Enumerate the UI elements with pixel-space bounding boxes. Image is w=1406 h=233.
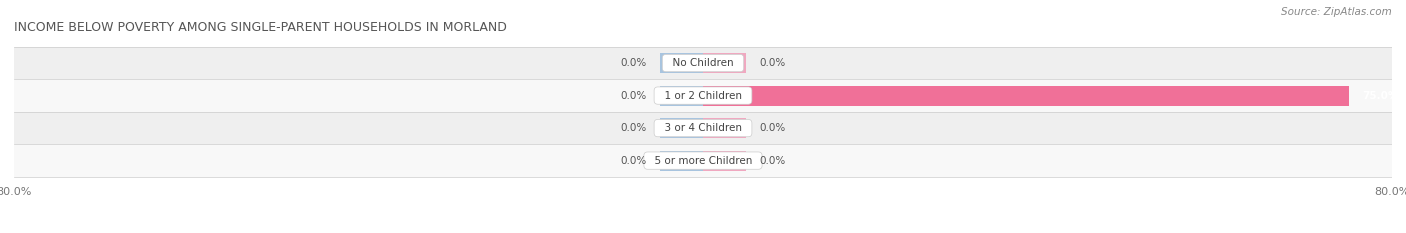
Text: 5 or more Children: 5 or more Children bbox=[648, 156, 758, 166]
Text: 0.0%: 0.0% bbox=[621, 58, 647, 68]
Text: No Children: No Children bbox=[666, 58, 740, 68]
Bar bbox=[659, 86, 703, 106]
Bar bbox=[659, 151, 703, 171]
Text: INCOME BELOW POVERTY AMONG SINGLE-PARENT HOUSEHOLDS IN MORLAND: INCOME BELOW POVERTY AMONG SINGLE-PARENT… bbox=[14, 21, 508, 34]
Bar bbox=[659, 53, 703, 73]
Bar bbox=[703, 151, 747, 171]
Text: 0.0%: 0.0% bbox=[621, 156, 647, 166]
Text: 0.0%: 0.0% bbox=[759, 123, 785, 133]
Bar bbox=[659, 118, 703, 138]
Bar bbox=[703, 86, 1348, 106]
Text: 0.0%: 0.0% bbox=[759, 156, 785, 166]
Text: 0.0%: 0.0% bbox=[621, 123, 647, 133]
Text: 1 or 2 Children: 1 or 2 Children bbox=[658, 91, 748, 101]
Text: 75.0%: 75.0% bbox=[1362, 91, 1398, 101]
Bar bbox=[14, 47, 1392, 79]
Bar bbox=[14, 144, 1392, 177]
Text: Source: ZipAtlas.com: Source: ZipAtlas.com bbox=[1281, 7, 1392, 17]
Bar bbox=[14, 112, 1392, 144]
Text: 0.0%: 0.0% bbox=[759, 58, 785, 68]
Bar bbox=[14, 79, 1392, 112]
Bar bbox=[703, 53, 747, 73]
Text: 3 or 4 Children: 3 or 4 Children bbox=[658, 123, 748, 133]
Bar bbox=[703, 118, 747, 138]
Text: 0.0%: 0.0% bbox=[621, 91, 647, 101]
